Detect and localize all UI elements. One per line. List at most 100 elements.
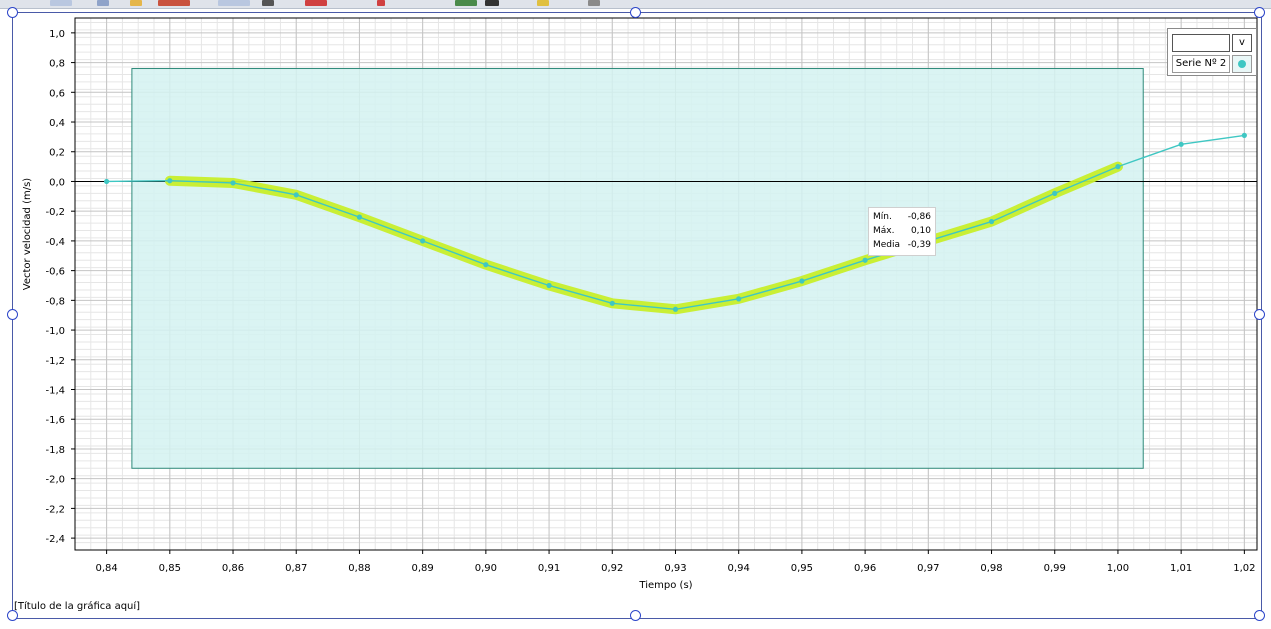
x-tick-label: 1,00 (1107, 563, 1129, 574)
y-tick-label: 0,8 (49, 59, 65, 70)
stat-max-label: Máx. (873, 226, 895, 236)
statistics-box: Mín. -0,86 Máx. 0,10 Media -0,39 (868, 207, 936, 256)
resize-handle-right[interactable] (1254, 309, 1265, 320)
stat-min: Mín. -0,86 (873, 210, 933, 224)
toolbar-button-12[interactable] (588, 0, 600, 6)
legend-dropdown-field[interactable] (1172, 34, 1230, 52)
resize-handle-top[interactable] (630, 7, 641, 18)
x-tick-label: 0,95 (791, 563, 813, 574)
y-tick-label: 0,4 (49, 118, 65, 129)
series-point (988, 218, 995, 225)
toolbar-button-7[interactable] (305, 0, 327, 6)
y-tick-label: 0,6 (49, 88, 65, 99)
x-tick-label: 0,89 (412, 563, 434, 574)
series-point (546, 282, 552, 289)
x-tick-label: 0,97 (917, 563, 939, 574)
series-point (609, 300, 615, 306)
x-tick-label: 0,99 (1044, 563, 1066, 574)
x-tick-label: 0,87 (285, 563, 307, 574)
stat-max-value: 0,10 (910, 226, 931, 236)
toolbar-button-8[interactable] (377, 0, 385, 6)
stat-mean-label: Media (873, 240, 901, 250)
y-tick-label: -0,6 (45, 267, 65, 278)
series-point (167, 178, 173, 184)
series-point (356, 214, 363, 220)
y-tick-label: -2,0 (45, 475, 65, 486)
toolbar-button-9[interactable] (455, 0, 477, 6)
x-tick-label: 1,01 (1170, 563, 1192, 574)
legend: v Serie Nº 2 (1167, 28, 1257, 76)
series-point (230, 180, 236, 186)
y-tick-label: -1,0 (45, 326, 65, 337)
series-point (862, 257, 868, 263)
y-tick-label: -0,2 (45, 207, 65, 218)
x-tick-label: 0,84 (95, 563, 117, 574)
resize-handle-top-left[interactable] (7, 7, 18, 18)
series-point (1115, 164, 1121, 170)
series-point (799, 278, 805, 284)
series-point (1178, 141, 1184, 147)
y-tick-label: 0,0 (49, 177, 65, 188)
x-ticks: 0,84 0,85 0,86 0,87 0,88 0,89 0,90 0,91 0,92 0,93… (95, 563, 1255, 574)
x-tick-label: 0,85 (159, 563, 181, 574)
legend-dropdown-arrow[interactable]: v (1232, 34, 1252, 52)
toolbar-button-3[interactable] (130, 0, 142, 6)
series-dot-icon (1238, 60, 1246, 68)
x-tick-label: 0,92 (601, 563, 623, 574)
toolbar-button-6[interactable] (262, 0, 274, 6)
y-tick-label: -1,8 (45, 445, 65, 456)
y-tick-label: 0,2 (49, 148, 65, 159)
y-tick-label: -0,4 (45, 237, 65, 248)
series-point (736, 296, 742, 302)
resize-handle-bottom[interactable] (630, 610, 641, 621)
resize-handle-bottom-left[interactable] (7, 610, 18, 621)
stat-mean-value: -0,39 (907, 240, 931, 250)
y-tick-label: -1,2 (45, 356, 65, 367)
series-point (104, 178, 110, 185)
series-point (483, 262, 489, 268)
toolbar-button-2[interactable] (97, 0, 109, 6)
toolbar-button-11[interactable] (537, 0, 549, 6)
y-axis-label: Vector velocidad (m/s) (22, 178, 33, 291)
series-point (293, 192, 299, 198)
x-axis-label: Tiempo (s) (638, 580, 692, 591)
stat-min-label: Mín. (873, 212, 892, 222)
stat-mean: Media -0,39 (873, 238, 933, 252)
chart-title[interactable]: [Título de la gráfica aquí] (14, 601, 141, 612)
x-tick-label: 0,93 (664, 563, 686, 574)
y-tick-label: 1,0 (49, 29, 65, 40)
y-tick-label: -2,4 (45, 534, 65, 545)
y-tick-label: -1,4 (45, 386, 65, 397)
toolbar-button-10[interactable] (485, 0, 499, 6)
stat-min-value: -0,86 (907, 212, 931, 222)
stat-max: Máx. 0,10 (873, 224, 933, 238)
x-tick-label: 0,86 (222, 563, 244, 574)
resize-handle-bottom-right[interactable] (1254, 610, 1265, 621)
x-tick-label: 0,91 (538, 563, 560, 574)
toolbar-button-4[interactable] (158, 0, 190, 6)
toolbar-button-5[interactable] (218, 0, 250, 6)
y-ticks: 1,0 0,8 0,6 0,4 0,2 0,0 -0,2 -0,4 -0,6 -0,8 -1,0 -1… (45, 29, 65, 545)
y-tick-label: -2,2 (45, 504, 65, 515)
plot-border (71, 17, 1258, 554)
legend-series-swatch[interactable] (1232, 55, 1252, 73)
x-tick-label: 0,98 (980, 563, 1002, 574)
x-tick-label: 0,94 (728, 563, 750, 574)
legend-series-name[interactable]: Serie Nº 2 (1172, 55, 1230, 73)
x-tick-label: 1,02 (1233, 563, 1255, 574)
x-tick-label: 0,96 (854, 563, 876, 574)
series-point (1241, 132, 1247, 138)
resize-handle-left[interactable] (7, 309, 18, 320)
series-point (672, 306, 679, 312)
plot-border-rect (74, 17, 1258, 551)
series-point (420, 238, 426, 244)
resize-handle-top-right[interactable] (1254, 7, 1265, 18)
selection-area[interactable] (131, 68, 1144, 469)
toolbar-button-1[interactable] (50, 0, 72, 6)
x-tick-label: 0,88 (348, 563, 370, 574)
y-tick-label: -1,6 (45, 415, 65, 426)
series-point (1052, 190, 1058, 196)
x-tick-label: 0,90 (475, 563, 497, 574)
y-tick-label: -0,8 (45, 296, 65, 307)
